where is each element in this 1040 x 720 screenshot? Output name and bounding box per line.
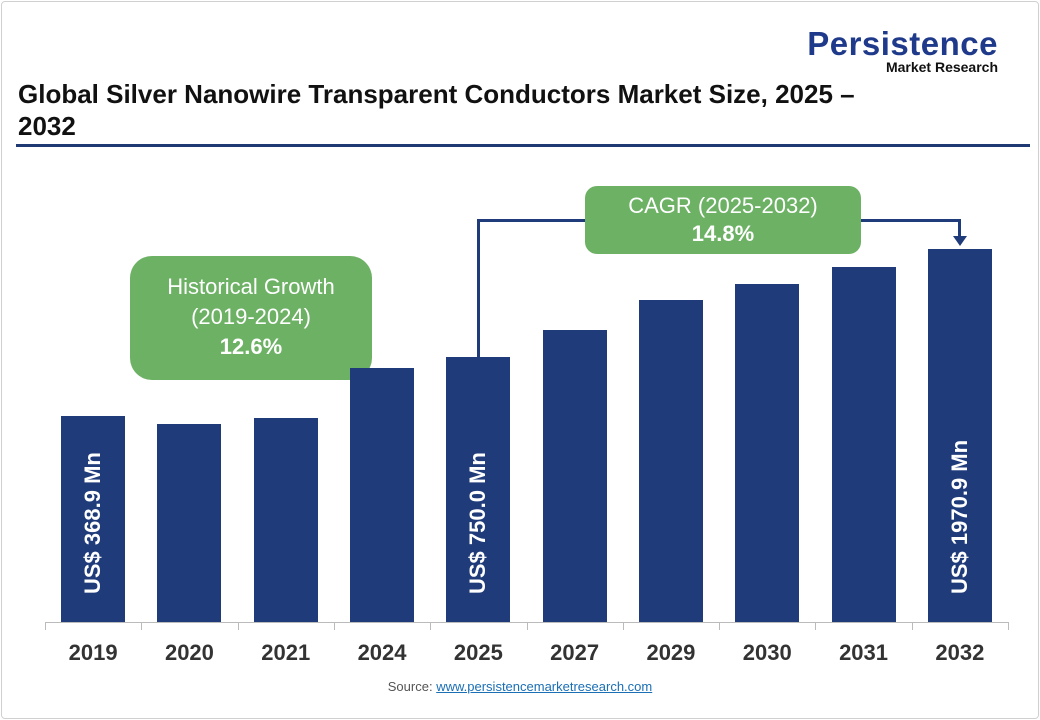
x-tick-label: 2025 xyxy=(453,640,503,665)
x-axis-tick xyxy=(237,622,239,630)
bar-2029 xyxy=(638,300,703,622)
x-tick-label: 2020 xyxy=(164,640,214,665)
x-axis-tick xyxy=(526,622,528,630)
bubble-line: CAGR (2025-2032) xyxy=(628,193,818,218)
x-tick-label: 2029 xyxy=(646,640,696,665)
x-axis-tick xyxy=(719,622,721,630)
data-label: US$ 750.0 Mn xyxy=(465,452,491,594)
bar-2024 xyxy=(350,367,415,622)
x-tick-label: 2027 xyxy=(550,640,600,665)
bar-2020 xyxy=(157,423,222,622)
x-axis-tick xyxy=(1008,622,1009,630)
source-link[interactable]: www.persistencemarketresearch.com xyxy=(436,679,653,694)
bar-2032 xyxy=(927,249,992,622)
chart-title: Global Silver Nanowire Transparent Condu… xyxy=(18,79,855,141)
forecast-cagr-value: 14.8% xyxy=(691,221,755,246)
data-label: US$ 1970.9 Mn xyxy=(946,439,972,594)
x-axis-tick xyxy=(622,622,624,630)
x-tick-label: 2030 xyxy=(742,640,792,665)
historical-growth-bubble: Historical Growth (2019-2024) 12.6% xyxy=(130,256,372,380)
logo: Persistence Market Research xyxy=(807,25,998,75)
source-note: Source: www.persistencemarketresearch.co… xyxy=(0,679,1040,694)
bubble-line: (2019-2024) xyxy=(191,304,311,329)
bar-2031 xyxy=(831,267,896,622)
x-tick-label: 2032 xyxy=(935,640,985,665)
x-axis-tick xyxy=(333,622,335,630)
x-axis-tick xyxy=(141,622,143,630)
x-tick-label: 2019 xyxy=(68,640,118,665)
bar-2025 xyxy=(446,357,511,622)
bar-2021 xyxy=(253,417,318,622)
x-axis-tick xyxy=(45,622,46,630)
x-axis-tick xyxy=(815,622,817,630)
bar-2019 xyxy=(61,416,126,622)
data-label: US$ 368.9 Mn xyxy=(80,452,106,594)
x-axis-tick xyxy=(911,622,913,630)
logo-subtitle: Market Research xyxy=(885,59,998,75)
historical-cagr-value: 12.6% xyxy=(219,334,283,359)
bar-2030 xyxy=(735,283,800,622)
connector-line xyxy=(958,219,961,237)
connector-line xyxy=(477,219,480,374)
source-label: Source: xyxy=(387,679,433,694)
x-tick-label: 2021 xyxy=(261,640,311,665)
x-axis-tick xyxy=(430,622,432,630)
bubble-line: Historical Growth xyxy=(167,274,335,299)
logo-name: Persistence xyxy=(807,25,998,62)
arrow-down-icon xyxy=(953,236,967,246)
x-tick-label: 2024 xyxy=(357,640,407,665)
cagr-bubble: CAGR (2025-2032) 14.8% xyxy=(585,186,861,254)
bar-2027 xyxy=(542,330,607,622)
x-tick-label: 2031 xyxy=(839,640,889,665)
title-divider xyxy=(16,144,1030,147)
